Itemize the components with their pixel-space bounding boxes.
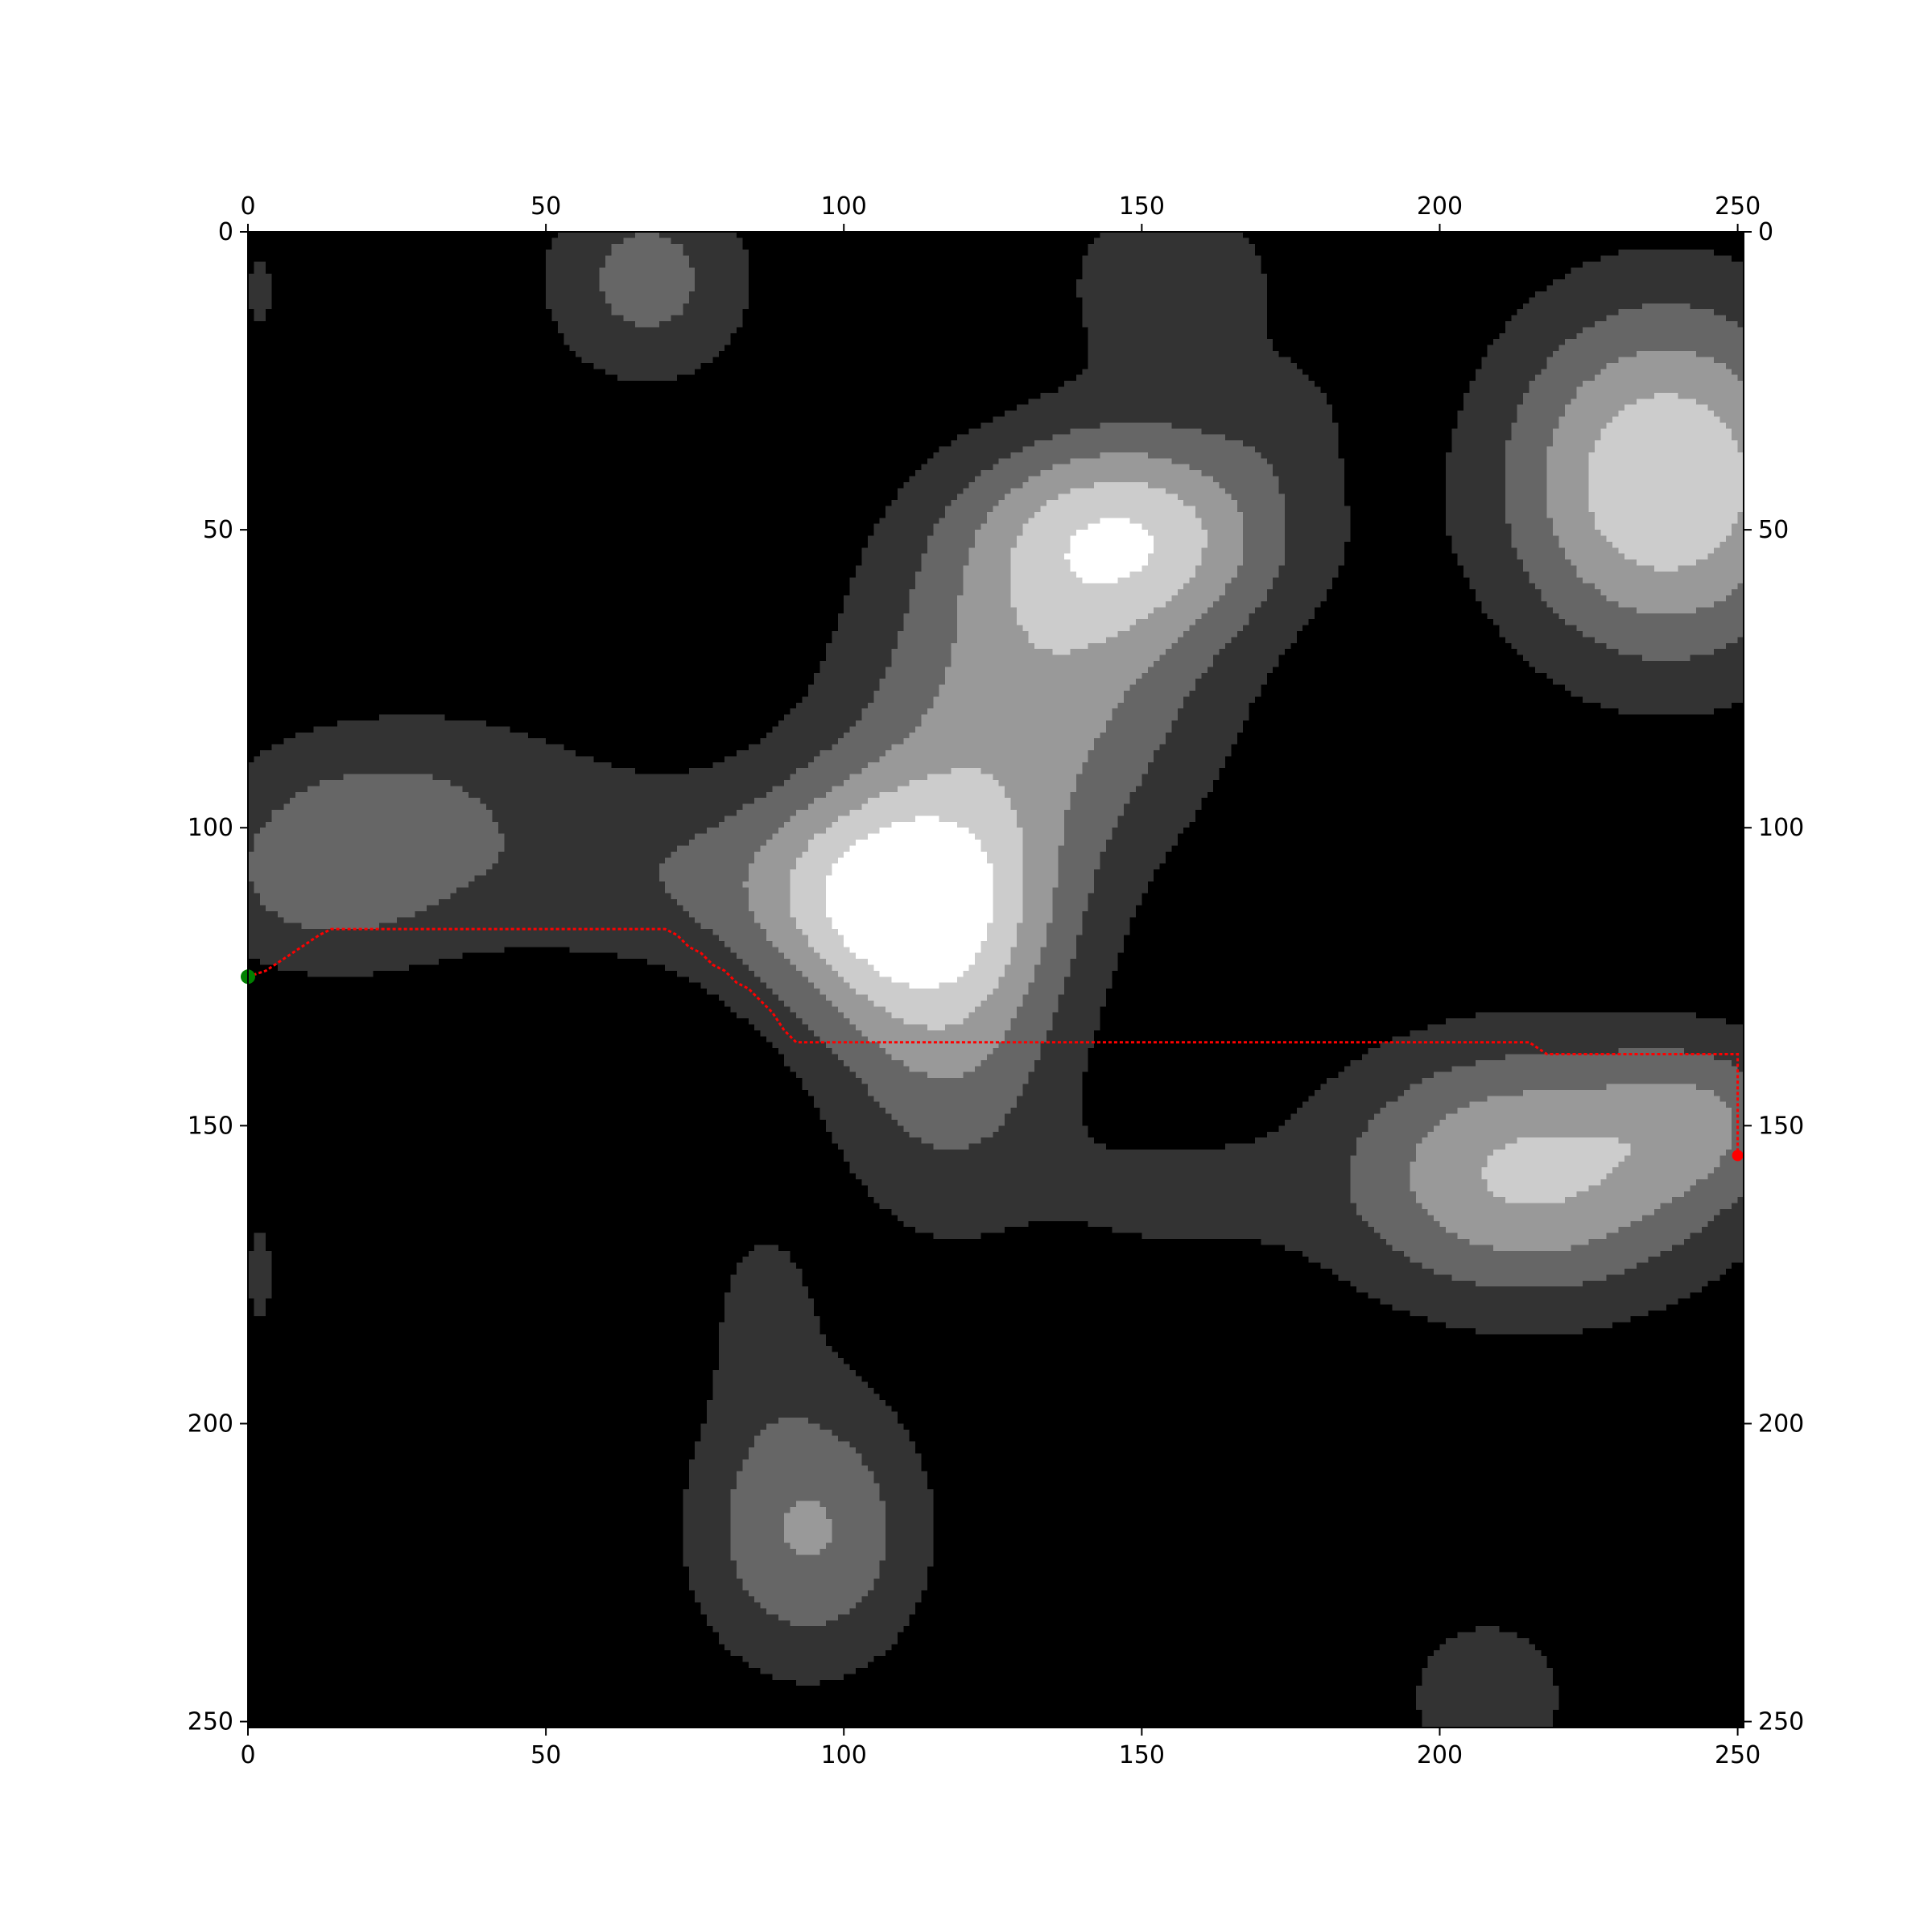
- y-tick-label-right: 200: [1758, 1410, 1804, 1438]
- x-tick-label-top: 250: [1715, 192, 1761, 221]
- path-layer: [247, 927, 1740, 1156]
- y-tick-label-right: 50: [1758, 516, 1789, 544]
- y-tick-label-left: 250: [188, 1708, 233, 1736]
- x-tick-label-top: 100: [821, 192, 867, 221]
- x-tick-label-bottom: 100: [821, 1741, 867, 1769]
- y-tick-label-right: 150: [1758, 1112, 1804, 1140]
- y-tick-label-left: 0: [218, 218, 233, 246]
- x-tick-label-bottom: 250: [1715, 1741, 1761, 1769]
- y-tick-label-right: 100: [1758, 814, 1804, 842]
- x-tick-label-top: 200: [1417, 192, 1463, 221]
- x-tick-label-bottom: 50: [530, 1741, 561, 1769]
- y-tick-label-right: 250: [1758, 1708, 1804, 1736]
- x-tick-label-bottom: 0: [240, 1741, 255, 1769]
- y-tick-label-left: 50: [203, 516, 233, 544]
- x-tick-label-top: 150: [1119, 192, 1165, 221]
- x-tick-label-bottom: 200: [1417, 1741, 1463, 1769]
- end-point-marker: [1732, 1150, 1744, 1162]
- x-tick-label-top: 50: [530, 192, 561, 221]
- x-tick-label-top: 0: [240, 192, 255, 221]
- heatmap-image: [248, 232, 1744, 1728]
- plot-area: [241, 231, 1744, 1728]
- y-tick-label-left: 150: [188, 1112, 233, 1140]
- route-path-line: [247, 927, 1740, 1156]
- plot-frame: [247, 231, 1744, 1728]
- y-tick-label-left: 200: [188, 1410, 233, 1438]
- y-tick-label-right: 0: [1758, 218, 1773, 246]
- x-tick-label-bottom: 150: [1119, 1741, 1165, 1769]
- y-tick-label-left: 100: [188, 814, 233, 842]
